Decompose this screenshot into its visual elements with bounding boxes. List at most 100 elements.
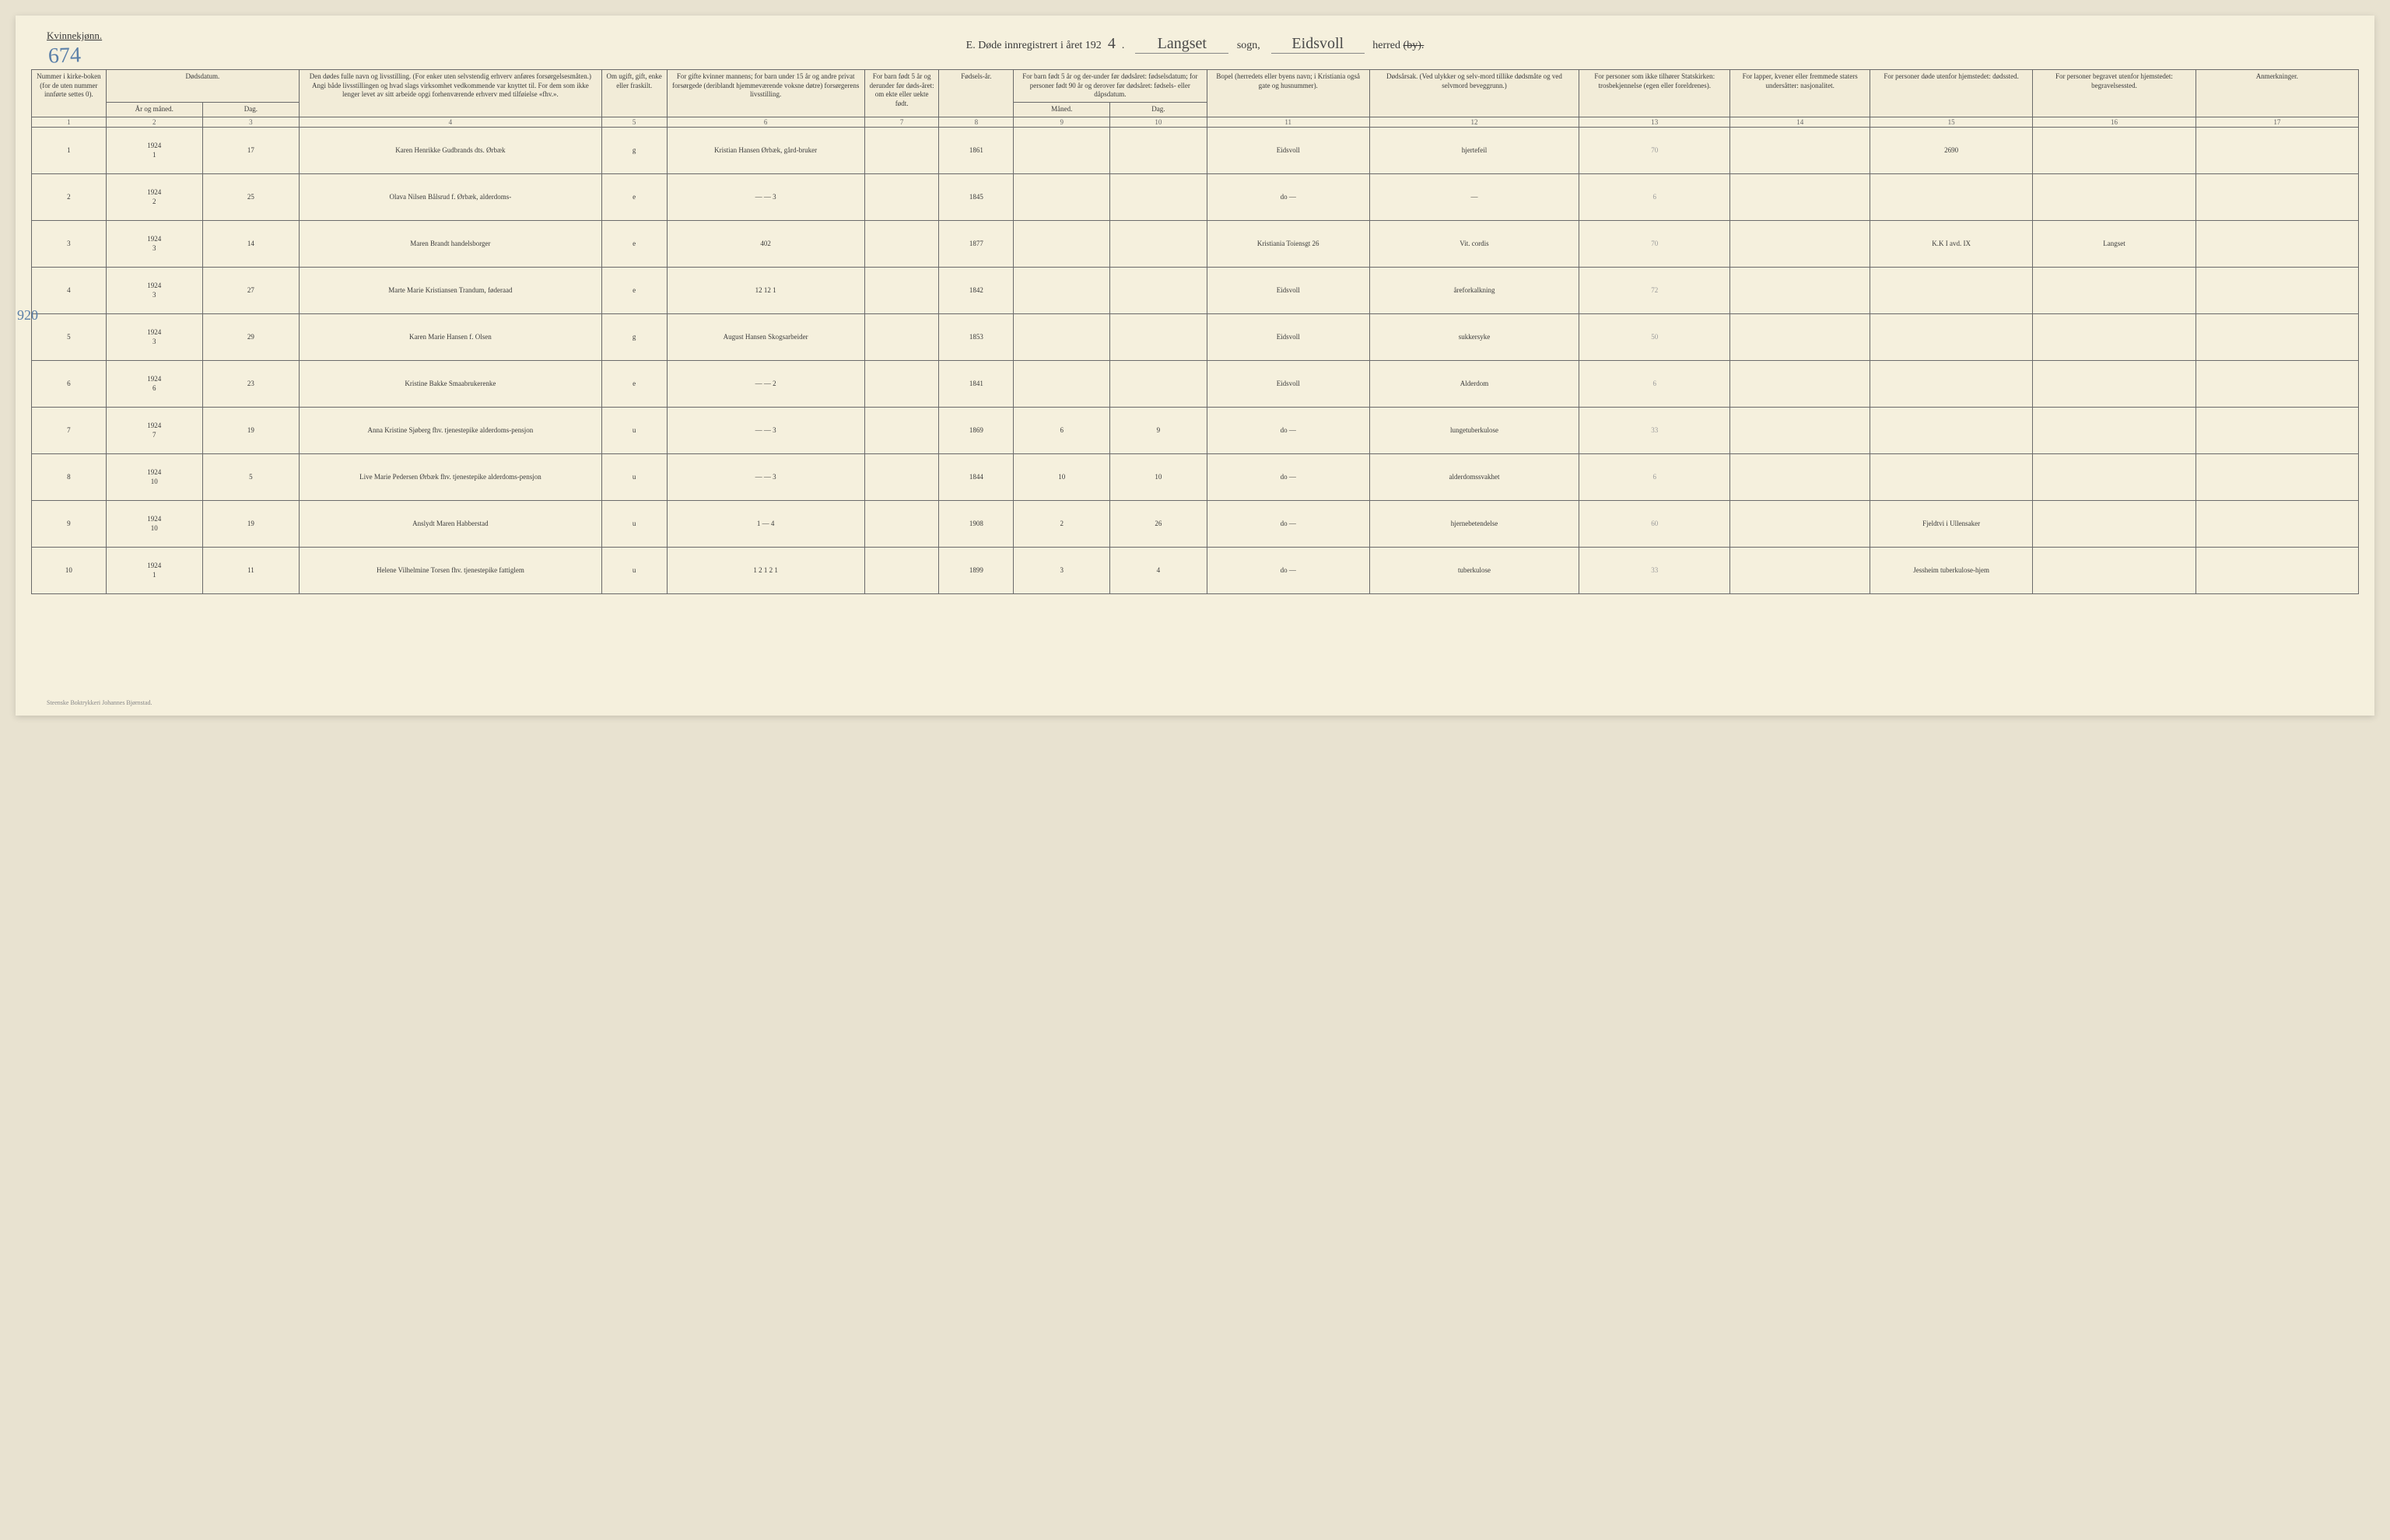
birth-year: 1877 xyxy=(939,220,1014,267)
spouse-provider: 1 2 1 2 1 xyxy=(667,547,864,593)
child-day xyxy=(1110,360,1207,407)
sogn-value: Langset xyxy=(1135,35,1228,54)
legitimacy xyxy=(864,547,939,593)
colnum: 6 xyxy=(667,117,864,127)
place-of-burial xyxy=(2033,407,2196,453)
day: 14 xyxy=(202,220,299,267)
margin-annotation: 920 xyxy=(17,307,38,324)
header-prefix: E. Døde innregistrert i året 192 xyxy=(966,40,1102,51)
colnum: 8 xyxy=(939,117,1014,127)
day: 19 xyxy=(202,407,299,453)
legitimacy xyxy=(864,407,939,453)
col-header-11: Bopel (herredets eller byens navn; i Kri… xyxy=(1207,70,1369,117)
birth-year: 1845 xyxy=(939,173,1014,220)
legitimacy xyxy=(864,453,939,500)
confession: 33 xyxy=(1579,547,1730,593)
row-number: 10 xyxy=(32,547,107,593)
cause-of-death: hjertefeil xyxy=(1369,127,1579,173)
day: 25 xyxy=(202,173,299,220)
place-of-burial xyxy=(2033,173,2196,220)
place-of-burial xyxy=(2033,313,2196,360)
day: 5 xyxy=(202,453,299,500)
name-occupation: Karen Henrikke Gudbrands dts. Ørbæk xyxy=(299,127,601,173)
herred-label: herred xyxy=(1372,40,1400,51)
child-month xyxy=(1014,220,1110,267)
cause-of-death: Vit. cordis xyxy=(1369,220,1579,267)
colnum: 16 xyxy=(2033,117,2196,127)
cause-of-death: tuberkulose xyxy=(1369,547,1579,593)
sogn-label: sogn, xyxy=(1237,40,1260,51)
spouse-provider: — — 3 xyxy=(667,407,864,453)
child-day xyxy=(1110,313,1207,360)
confession: 6 xyxy=(1579,453,1730,500)
legitimacy xyxy=(864,220,939,267)
place-of-death: 2690 xyxy=(1870,127,2032,173)
row-number: 3 xyxy=(32,220,107,267)
colnum: 13 xyxy=(1579,117,1730,127)
remarks xyxy=(2196,360,2358,407)
place-of-death xyxy=(1870,267,2032,313)
colnum: 2 xyxy=(106,117,202,127)
row-number: 6 xyxy=(32,360,107,407)
col-header-6: For gifte kvinner mannens; for barn unde… xyxy=(667,70,864,117)
confession: 6 xyxy=(1579,173,1730,220)
cause-of-death: sukkersyke xyxy=(1369,313,1579,360)
birth-year: 1841 xyxy=(939,360,1014,407)
child-day xyxy=(1110,173,1207,220)
nationality xyxy=(1730,127,1870,173)
col-header-4: Den dødes fulle navn og livsstilling. (F… xyxy=(299,70,601,117)
cause-of-death: åreforkalkning xyxy=(1369,267,1579,313)
col-header-7: For barn født 5 år og derunder før døds-… xyxy=(864,70,939,117)
column-number-row: 1 2 3 4 5 6 7 8 9 10 11 12 13 14 15 16 1… xyxy=(32,117,2359,127)
child-month: 6 xyxy=(1014,407,1110,453)
child-month xyxy=(1014,360,1110,407)
name-occupation: Anslydt Maren Habberstad xyxy=(299,500,601,547)
year-month: 19243 xyxy=(106,267,202,313)
colnum: 14 xyxy=(1730,117,1870,127)
child-day: 9 xyxy=(1110,407,1207,453)
row-number: 4 xyxy=(32,267,107,313)
residence: Eidsvoll xyxy=(1207,360,1369,407)
nationality xyxy=(1730,220,1870,267)
residence: do — xyxy=(1207,547,1369,593)
confession: 72 xyxy=(1579,267,1730,313)
table-body: 11924117Karen Henrikke Gudbrands dts. Ør… xyxy=(32,127,2359,593)
marital-status: u xyxy=(601,453,667,500)
child-day xyxy=(1110,127,1207,173)
birth-year: 1853 xyxy=(939,313,1014,360)
child-month: 2 xyxy=(1014,500,1110,547)
gender-label: Kvinnekjønn. xyxy=(47,30,102,42)
remarks xyxy=(2196,453,2358,500)
col-header-12: Dødsårsak. (Ved ulykker og selv-mord til… xyxy=(1369,70,1579,117)
marital-status: u xyxy=(601,547,667,593)
col-header-16: For personer begravet utenfor hjemstedet… xyxy=(2033,70,2196,117)
place-of-death xyxy=(1870,360,2032,407)
year-month: 19243 xyxy=(106,313,202,360)
table-row: 31924314Maren Brandt handelsborgere40218… xyxy=(32,220,2359,267)
table-row: 41924327Marte Marie Kristiansen Trandum,… xyxy=(32,267,2359,313)
spouse-provider: August Hansen Skogsarbeider xyxy=(667,313,864,360)
spouse-provider: 1 — 4 xyxy=(667,500,864,547)
birth-year: 1899 xyxy=(939,547,1014,593)
name-occupation: Helene Vilhelmine Torsen fhv. tjenestepi… xyxy=(299,547,601,593)
col-header-5: Om ugift, gift, enke eller fraskilt. xyxy=(601,70,667,117)
table-row: 51924329Karen Marie Hansen f. OlsengAugu… xyxy=(32,313,2359,360)
remarks xyxy=(2196,267,2358,313)
col-header-8: Fødsels-år. xyxy=(939,70,1014,117)
page-number: 674 xyxy=(47,43,81,68)
register-page: Kvinnekjønn. 674 E. Døde innregistrert i… xyxy=(16,16,2374,716)
place-of-burial xyxy=(2033,547,2196,593)
table-row: 21924225Olava Nilsen Bålsrud f. Ørbæk, a… xyxy=(32,173,2359,220)
remarks xyxy=(2196,547,2358,593)
residence: Kristiania Toiensgt 26 xyxy=(1207,220,1369,267)
col-header-2: År og måned. xyxy=(106,103,202,117)
day: 19 xyxy=(202,500,299,547)
marital-status: e xyxy=(601,267,667,313)
legitimacy xyxy=(864,500,939,547)
nationality xyxy=(1730,313,1870,360)
spouse-provider: 402 xyxy=(667,220,864,267)
colnum: 7 xyxy=(864,117,939,127)
confession: 50 xyxy=(1579,313,1730,360)
name-occupation: Karen Marie Hansen f. Olsen xyxy=(299,313,601,360)
colnum: 5 xyxy=(601,117,667,127)
